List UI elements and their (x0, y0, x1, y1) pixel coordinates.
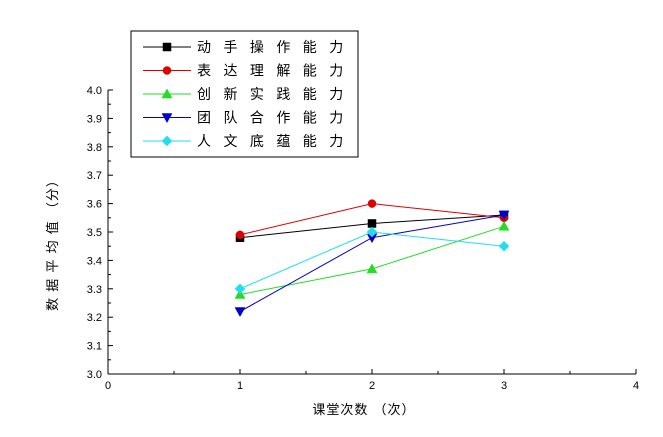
y-tick-label: 3.2 (87, 312, 102, 324)
y-tick-label: 3.0 (87, 369, 102, 381)
data-point (498, 220, 510, 231)
y-axis-label: 数 据 平 均 值 （分） (45, 173, 61, 311)
x-axis-label: 课堂次数 （次） (312, 402, 415, 418)
legend-label: 表 达 理 解 能 力 (197, 64, 347, 80)
y-tick-label: 4.0 (87, 85, 102, 97)
y-tick-label: 3.5 (87, 227, 102, 239)
x-tick-label: 0 (105, 380, 111, 392)
legend: 动 手 操 作 能 力表 达 理 解 能 力创 新 实 践 能 力团 队 合 作… (130, 30, 359, 158)
legend-label: 动 手 操 作 能 力 (197, 40, 347, 56)
data-point (366, 226, 378, 238)
data-point (234, 307, 246, 318)
legend-item: 团 队 合 作 能 力 (143, 111, 347, 127)
data-point (234, 283, 246, 295)
legend-marker (161, 113, 173, 124)
y-tick-label: 3.6 (87, 199, 102, 211)
legend-marker (162, 66, 172, 75)
legend-item: 创 新 实 践 能 力 (143, 87, 347, 103)
legend-item: 动 手 操 作 能 力 (143, 40, 347, 56)
legend-marker (161, 88, 173, 99)
series-5 (234, 226, 510, 295)
x-tick-label: 3 (501, 380, 507, 392)
data-point (367, 219, 377, 228)
legend-label: 人 文 底 蕴 能 力 (197, 134, 347, 150)
legend-label: 创 新 实 践 能 力 (197, 87, 347, 103)
data-point (366, 263, 378, 274)
series-4 (234, 210, 510, 318)
data-point (498, 240, 510, 252)
legend-item: 表 达 理 解 能 力 (143, 64, 347, 80)
legend-marker (162, 42, 172, 52)
data-point (498, 210, 510, 221)
y-tick-label: 3.1 (87, 341, 102, 353)
data-point (367, 199, 377, 208)
legend-item: 人 文 底 蕴 能 力 (143, 134, 347, 150)
y-tick-label: 3.8 (87, 142, 102, 154)
legend-marker (161, 135, 173, 147)
y-tick-label: 3.4 (87, 255, 102, 267)
axes: 0 1 2 3 4 3.0 3.1 3.2 3.3 3.4 3.5 3.6 3.7 3.8 3.9 4.0 (87, 85, 639, 392)
x-tick-label: 1 (237, 380, 243, 392)
y-tick-label: 3.9 (87, 113, 102, 125)
series-layer (234, 199, 510, 318)
legend-label: 团 队 合 作 能 力 (197, 111, 347, 127)
x-tick-label: 2 (369, 380, 375, 392)
data-point (235, 230, 245, 240)
y-tick-label: 3.3 (87, 284, 102, 296)
y-tick-label: 3.7 (87, 170, 102, 182)
x-tick-label: 4 (633, 380, 639, 392)
